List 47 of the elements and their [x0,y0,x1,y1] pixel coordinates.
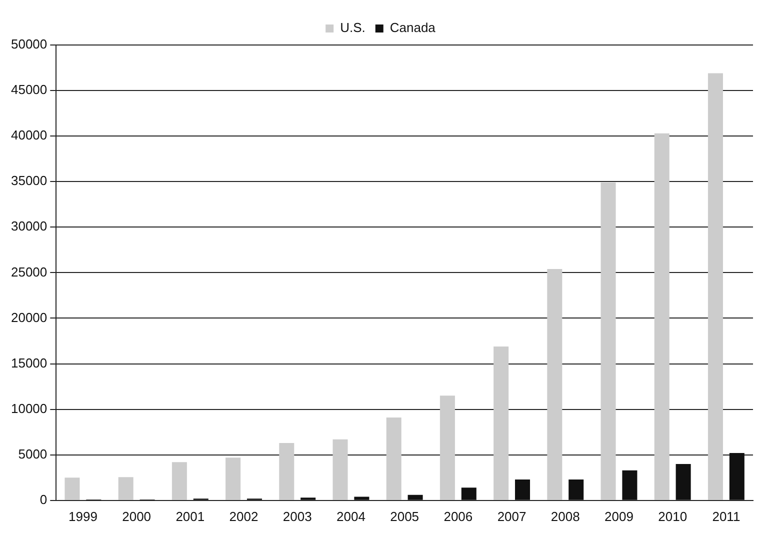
y-tick-label: 15000 [10,355,48,370]
x-tick-label: 2010 [658,508,688,524]
legend-label: Canada [390,20,436,36]
x-tick-label: 2006 [444,508,473,524]
y-tick-label: 10000 [10,400,48,416]
legend-label: U.S. [340,20,366,36]
bar [729,453,744,500]
y-tick-label: 30000 [10,218,48,234]
y-tick-label: 25000 [10,264,48,280]
bar [332,439,348,500]
y-tick-label: 20000 [10,310,48,325]
x-tick-label: 1999 [68,508,98,524]
x-tick-label: 2002 [229,508,258,524]
x-tick-label: 2001 [176,508,205,524]
x-tick-label: 2007 [497,508,526,524]
bar [461,488,476,500]
bar [676,464,691,500]
x-tick-label: 2008 [550,508,580,524]
bar [654,133,670,500]
bar [408,494,423,500]
x-tick-label: 2004 [336,508,366,524]
bar [494,346,509,500]
bar [172,462,187,500]
bar [279,443,294,500]
bar [440,396,455,500]
bar [568,479,584,500]
bar [515,479,530,500]
bar [118,477,134,500]
bar [600,182,616,500]
bar [226,458,241,500]
y-tick-label: 35000 [10,173,48,188]
y-tick-label: 45000 [10,82,48,98]
x-tick-label: 2009 [604,508,634,524]
bar [354,496,370,500]
bar [64,478,80,500]
bar [708,73,723,500]
bar [386,418,402,500]
bar [547,269,562,500]
y-tick-label: 50000 [10,36,48,52]
x-tick-label: 2003 [282,508,312,524]
bar [622,470,638,500]
y-tick-label: 5000 [18,446,48,462]
x-tick-label: 2005 [390,508,420,524]
x-tick-label: 2011 [712,508,740,524]
y-tick-label: 0 [40,492,48,507]
x-tick-label: 2000 [122,508,152,524]
y-tick-label: 40000 [10,128,48,143]
